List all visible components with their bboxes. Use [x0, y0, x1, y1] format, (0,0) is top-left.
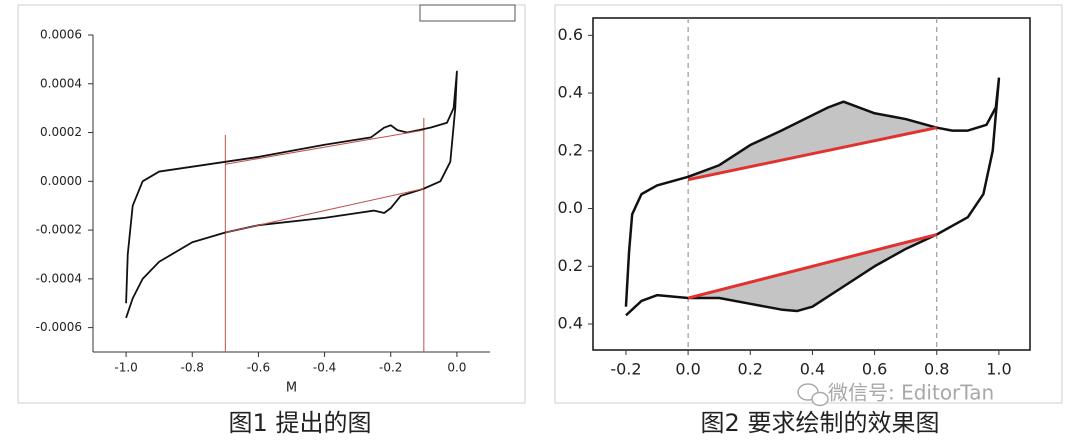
panel-frame — [17, 4, 526, 404]
y-tick-label: -0.0006 — [36, 320, 82, 334]
x-tick-label: 0.0 — [675, 360, 700, 379]
legend-box — [419, 4, 516, 22]
shaded-area — [688, 101, 937, 180]
y-tick-label: 0.0006 — [40, 28, 82, 42]
x-tick-label: 0.8 — [924, 360, 949, 379]
y-tick-label: -0.0004 — [36, 271, 82, 285]
baseline — [687, 126, 938, 182]
panel-frame — [554, 4, 1063, 404]
y-tick-label: 0.6 — [558, 25, 583, 44]
x-tick-label: -0.2 — [610, 360, 641, 379]
caption: 图1 提出的图 — [229, 409, 372, 437]
baseline — [687, 233, 938, 300]
x-tick-label: -0.2 — [379, 361, 402, 375]
caption: 图2 要求绘制的效果图 — [701, 409, 940, 437]
y-tick-label: 0.0004 — [40, 76, 82, 90]
x-tick-label: -1.0 — [114, 361, 137, 375]
x-tick-label: -0.6 — [247, 361, 270, 375]
shaded-area — [688, 234, 937, 312]
y-tick-label: 0.2 — [558, 140, 583, 159]
baseline — [225, 188, 424, 234]
y-tick-label: 0.4 — [558, 314, 583, 333]
x-tick-label: 0.2 — [738, 360, 763, 379]
x-tick-label: 0.0 — [447, 361, 466, 375]
y-tick-label: 0.0000 — [40, 174, 82, 188]
y-tick-label: -0.0002 — [36, 223, 82, 237]
x-tick-label: 0.6 — [862, 360, 887, 379]
plot-frame — [592, 17, 1031, 351]
x-tick-label: 0.4 — [800, 360, 825, 379]
x-tick-label: -0.8 — [181, 361, 204, 375]
baseline — [225, 129, 424, 165]
x-tick-label: -0.4 — [313, 361, 336, 375]
x-axis-label: M — [286, 381, 297, 396]
wechat-icon — [797, 383, 829, 407]
y-tick-label: 0.0 — [558, 198, 583, 217]
x-tick-label: 1.0 — [986, 360, 1011, 379]
curve — [125, 70, 458, 319]
y-tick-label: 0.0002 — [40, 125, 82, 139]
curve — [624, 77, 1001, 317]
y-tick-label: 0.4 — [558, 83, 583, 102]
watermark: 微信号: EditorTan — [828, 381, 994, 405]
y-tick-label: 0.2 — [558, 256, 583, 275]
